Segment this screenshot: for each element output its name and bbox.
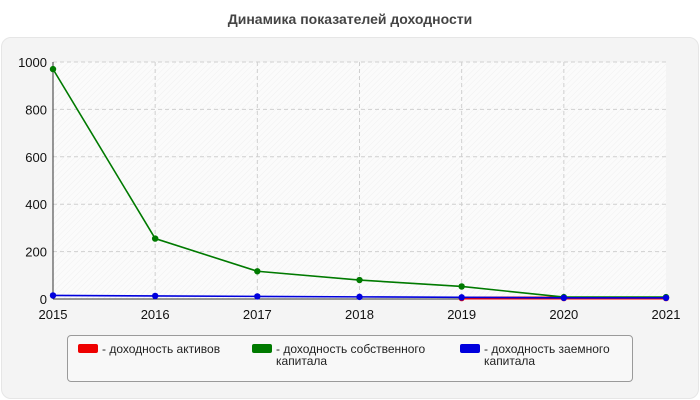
data-point-2 [151,292,159,300]
y-tick-label: 1000 [18,55,47,70]
y-tick-label: 800 [25,102,47,117]
tick-labels: 0 200 400 600 800 1000 2015 2016 2017 2018 2019 202… [18,55,680,322]
data-point-2 [356,293,363,301]
x-tick-label: 2017 [243,307,272,322]
grid-lines [53,61,666,299]
x-tick-label: 2019 [447,307,476,322]
series-lines [49,65,670,302]
x-tick-label: 2016 [141,307,170,322]
legend-label: - доходность активов [102,342,221,356]
x-tick-label: 2020 [549,307,578,322]
y-tick-label: 600 [25,150,47,165]
legend-swatch-red [78,344,98,353]
data-point-1 [151,235,159,242]
y-tick-label: 200 [25,245,47,260]
legend: - доходность активов - доходность собств… [67,335,633,382]
legend-label: - доходность заемного капитала [484,342,610,368]
data-point-2 [49,292,57,299]
x-tick-label: 2015 [39,307,68,322]
legend-swatch-blue [460,344,480,353]
legend-label: - доходность собственного капитала [276,342,426,368]
data-point-1 [458,283,465,290]
data-point-1 [254,268,261,275]
data-point-2 [560,294,568,302]
x-tick-label: 2018 [345,307,374,322]
data-point-2 [458,294,465,301]
y-tick-label: 0 [40,292,47,307]
y-tick-label: 400 [25,197,47,212]
x-tick-label: 2021 [652,307,681,322]
data-point-1 [49,65,57,73]
chart-title: Динамика показателей доходности [227,11,473,27]
data-point-2 [662,294,670,302]
data-point-2 [254,293,261,300]
data-point-1 [356,276,363,284]
legend-swatch-green [252,344,272,353]
